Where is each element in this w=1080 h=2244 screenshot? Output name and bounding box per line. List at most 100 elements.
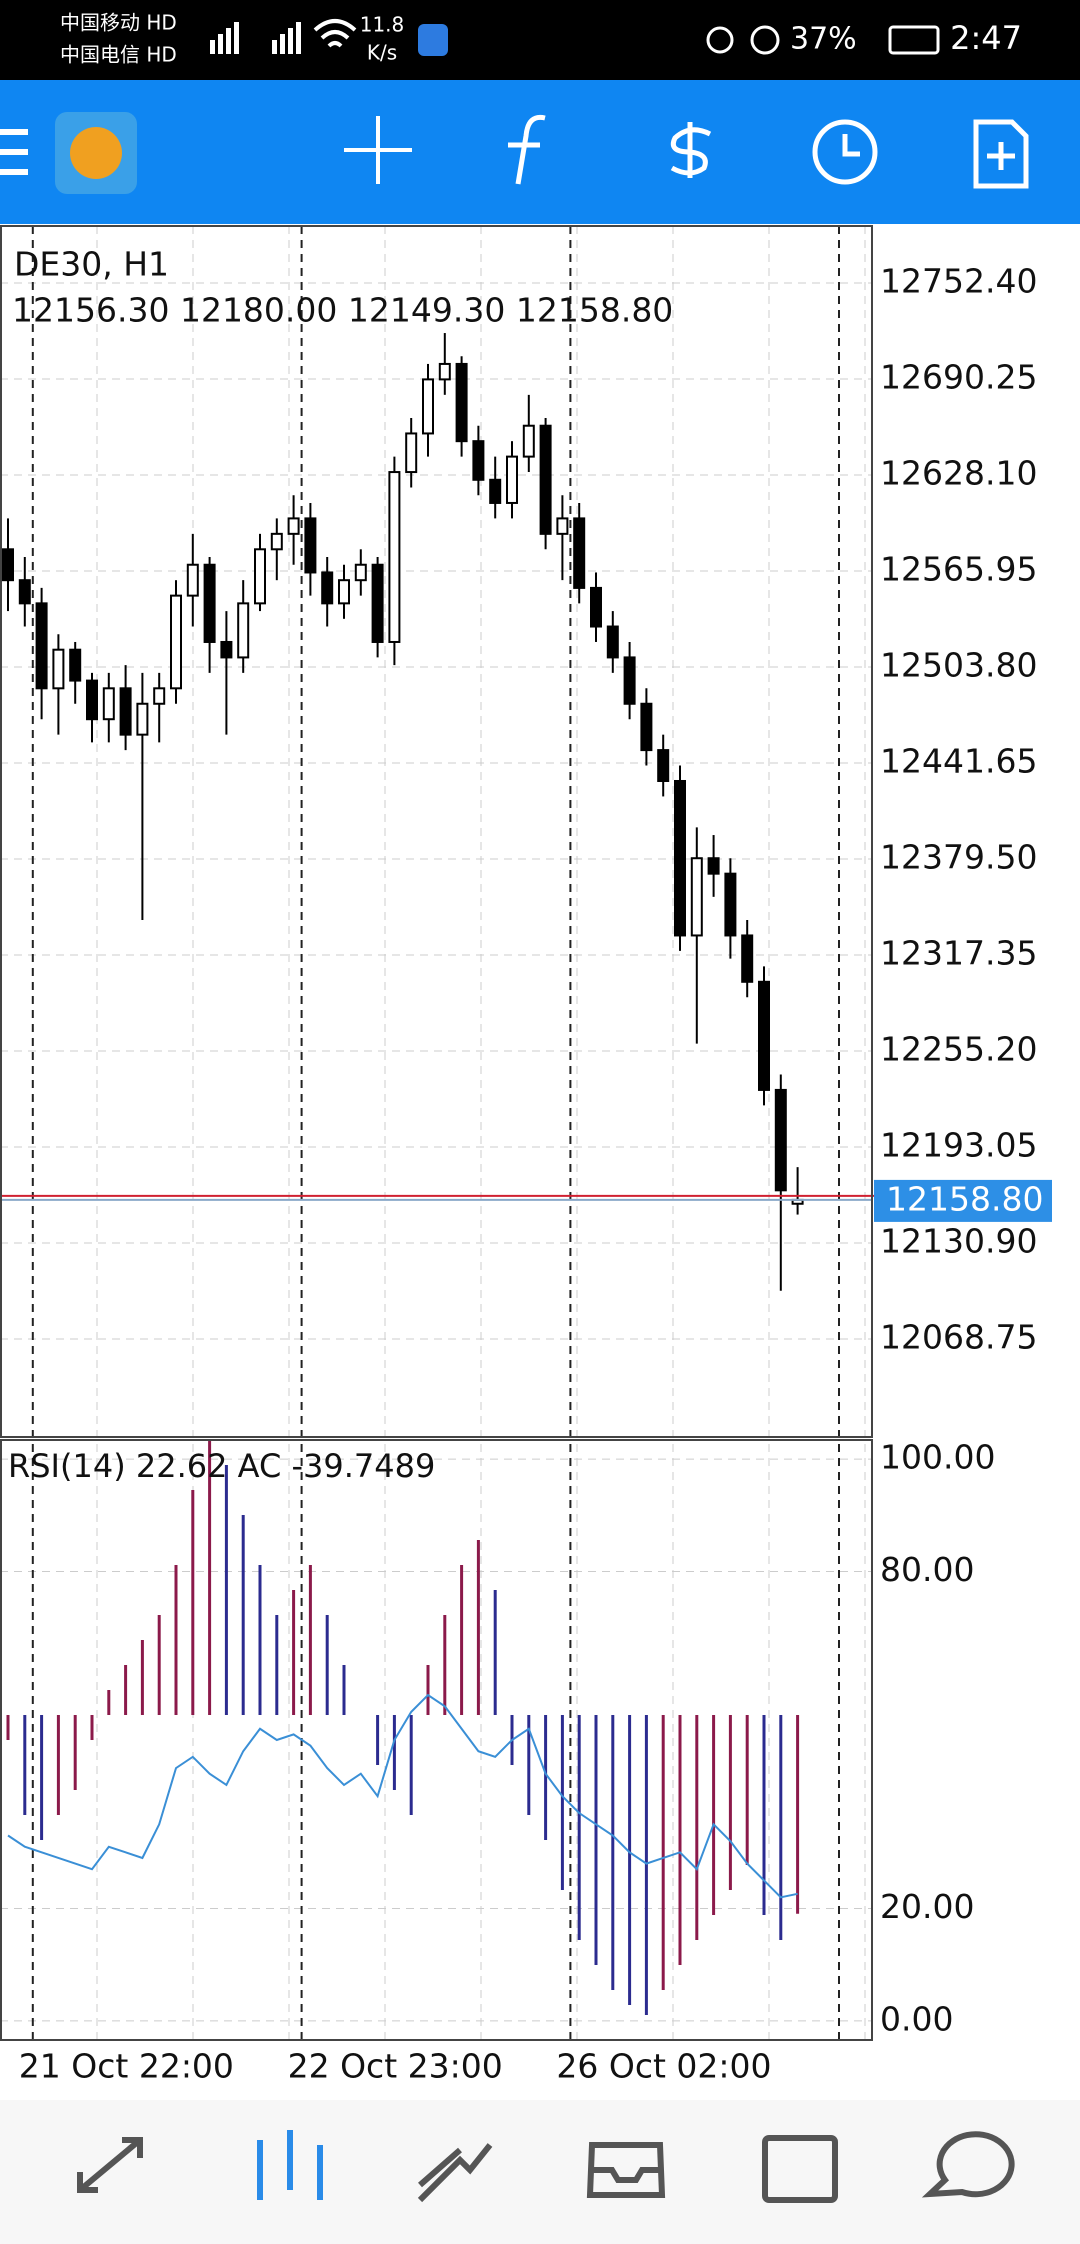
candle-body bbox=[573, 517, 586, 589]
candle-body bbox=[606, 625, 619, 659]
y-tick-label: 12379.50 bbox=[880, 837, 1037, 876]
x-tick-label: 26 Oct 02:00 bbox=[556, 2047, 771, 2086]
indicators-button[interactable] bbox=[508, 114, 546, 185]
candle-body bbox=[707, 857, 720, 875]
trade-button[interactable] bbox=[670, 122, 712, 178]
candle-body bbox=[287, 517, 300, 535]
shield-icon bbox=[418, 24, 448, 56]
candle-body bbox=[153, 687, 166, 705]
clock: 2:47 bbox=[950, 19, 1022, 57]
candle-body bbox=[506, 455, 518, 504]
candle-body bbox=[657, 749, 670, 782]
candle-body bbox=[405, 432, 418, 474]
candle-body bbox=[758, 980, 770, 1091]
candle-body bbox=[119, 687, 132, 736]
current-price-label: 12158.80 bbox=[886, 1179, 1043, 1218]
nav-history[interactable] bbox=[586, 2142, 666, 2198]
net-speed: 11.8 bbox=[360, 13, 405, 37]
y-tick-label: 12503.80 bbox=[880, 645, 1037, 684]
net-speed-unit: K/s bbox=[367, 41, 397, 65]
candle-body bbox=[35, 602, 48, 690]
rsi-tick-label: 80.00 bbox=[880, 1550, 974, 1589]
y-tick-label: 12690.25 bbox=[880, 357, 1037, 396]
y-tick-label: 12628.10 bbox=[880, 453, 1037, 492]
menu-button[interactable] bbox=[0, 129, 28, 175]
candle-body bbox=[321, 571, 334, 605]
candle-body bbox=[136, 702, 149, 736]
y-tick-label: 12565.95 bbox=[880, 549, 1037, 588]
y-tick-label: 12752.40 bbox=[880, 261, 1037, 300]
candle-body bbox=[690, 857, 703, 937]
nav-icons bbox=[77, 2130, 1015, 2203]
candle-body bbox=[304, 517, 317, 574]
candle-body bbox=[388, 471, 401, 643]
candle-body bbox=[522, 424, 535, 458]
candle-body bbox=[724, 872, 737, 937]
rsi-line bbox=[7, 1693, 798, 1899]
ohlc-label: 12156.30 12180.00 12149.30 12158.80 bbox=[12, 291, 673, 330]
candle-body bbox=[774, 1088, 787, 1192]
candle-body bbox=[170, 594, 182, 690]
candle-body bbox=[237, 602, 250, 659]
carrier-2: 中国电信 HD bbox=[60, 43, 177, 67]
candle-body bbox=[220, 640, 233, 659]
y-tick-label: 12441.65 bbox=[880, 741, 1037, 780]
candle-body bbox=[354, 563, 367, 582]
candle-body bbox=[338, 579, 350, 605]
clock-hands bbox=[842, 134, 860, 157]
candle-body bbox=[86, 679, 98, 721]
nav-news[interactable] bbox=[762, 2135, 838, 2203]
rsi-tick-label: 20.00 bbox=[880, 1887, 974, 1926]
nav-trade[interactable] bbox=[417, 2143, 493, 2203]
new-order-button[interactable] bbox=[973, 119, 1029, 189]
main-frame bbox=[0, 225, 873, 1438]
indicator-label: RSI(14) 22.62 AC -39.7489 bbox=[8, 1447, 435, 1485]
battery-icon bbox=[888, 25, 940, 55]
period-button[interactable] bbox=[812, 119, 878, 185]
nav-chat[interactable] bbox=[921, 2131, 1015, 2198]
x-tick-label: 21 Oct 22:00 bbox=[19, 2047, 234, 2086]
alarm-icon bbox=[750, 25, 780, 55]
carrier-1: 中国移动 HD bbox=[60, 11, 177, 35]
y-tick-label: 12068.75 bbox=[880, 1317, 1037, 1356]
candle-body bbox=[18, 579, 31, 605]
rsi-frame bbox=[0, 1439, 873, 2041]
y-tick-label: 12317.35 bbox=[880, 933, 1037, 972]
rsi-tick-label: 100.00 bbox=[880, 1438, 995, 1477]
candle-body bbox=[2, 548, 14, 582]
chart-title: DE30, H1 bbox=[14, 245, 169, 284]
crosshair-button[interactable] bbox=[344, 116, 412, 184]
candle-body bbox=[186, 563, 199, 597]
candle-body bbox=[455, 362, 468, 443]
candle-body bbox=[539, 424, 552, 535]
candle-body bbox=[102, 687, 115, 721]
candle-body bbox=[203, 563, 216, 643]
candle-body bbox=[741, 934, 754, 983]
nav-quotes[interactable] bbox=[77, 2137, 143, 2193]
candle-body bbox=[623, 656, 636, 705]
wifi-icon bbox=[313, 19, 357, 48]
candle-body bbox=[640, 702, 653, 752]
y-tick-label: 12255.20 bbox=[880, 1029, 1037, 1068]
status-bar bbox=[0, 0, 1080, 80]
candle-body bbox=[422, 378, 434, 435]
candle-body bbox=[438, 362, 451, 381]
candle-body bbox=[590, 586, 602, 628]
signal-icons bbox=[210, 22, 301, 54]
candle-body bbox=[556, 517, 569, 535]
eye-icon bbox=[706, 26, 734, 54]
candle-body bbox=[674, 779, 686, 937]
candle-body bbox=[52, 648, 65, 690]
nav-chart[interactable] bbox=[257, 2130, 323, 2200]
toolbar-icons bbox=[0, 112, 1029, 194]
candle-body bbox=[489, 478, 502, 504]
price-label-box bbox=[874, 1179, 1052, 1222]
y-tick-label: 12130.90 bbox=[880, 1221, 1037, 1260]
y-tick-label: 12193.05 bbox=[880, 1125, 1037, 1164]
candle-body bbox=[371, 563, 384, 643]
candle-body bbox=[472, 440, 485, 481]
candle-body bbox=[270, 532, 283, 551]
bottom-nav bbox=[0, 2100, 1080, 2244]
battery-percent: 37% bbox=[790, 22, 857, 57]
